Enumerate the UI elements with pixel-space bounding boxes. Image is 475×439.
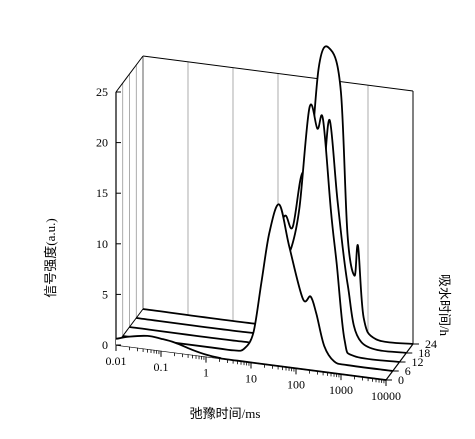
y-tick-label: 10 [96, 237, 108, 251]
y-axis-label: 信号强度(a.u.) [43, 218, 58, 297]
x-tick-label: 10 [245, 372, 257, 386]
series-line-0h [115, 334, 387, 381]
series-group [115, 45, 414, 381]
x-tick-label: 1 [203, 366, 209, 380]
z-tick-label: 18 [418, 346, 430, 360]
x-tick-label: 0.01 [106, 354, 127, 368]
x-tick-label: 100 [287, 377, 305, 391]
z-tick-label: 24 [425, 337, 437, 351]
series-fill-12h [129, 104, 400, 362]
y-tick-label: 20 [96, 136, 108, 150]
z-tick-label: 0 [398, 373, 404, 387]
series-fill-6h [122, 204, 393, 371]
z-axis-label: 吸水时间/h [437, 274, 452, 337]
x-tick-label: 1000 [329, 383, 353, 397]
x-tick-label: 0.1 [154, 360, 169, 374]
y-tick-label: 15 [96, 186, 108, 200]
y-tick-label: 0 [102, 338, 108, 352]
x-tick-group: 0.01 0.1 1 10 100 1000 10000 [106, 345, 401, 403]
left-wall-top-edge [115, 55, 144, 93]
z-tick-label: 12 [412, 355, 424, 369]
y-tick-label: 5 [102, 287, 108, 301]
z-tick-label: 6 [405, 364, 411, 378]
series-line-6h [122, 203, 393, 372]
back-wall-top-edge [142, 55, 414, 92]
y-tick-label: 25 [96, 85, 108, 99]
y-tick-group: 0 5 10 15 20 25 [96, 85, 121, 352]
x-tick-label: 10000 [371, 389, 401, 403]
x-axis-label: 弛豫时间/ms [190, 406, 261, 421]
